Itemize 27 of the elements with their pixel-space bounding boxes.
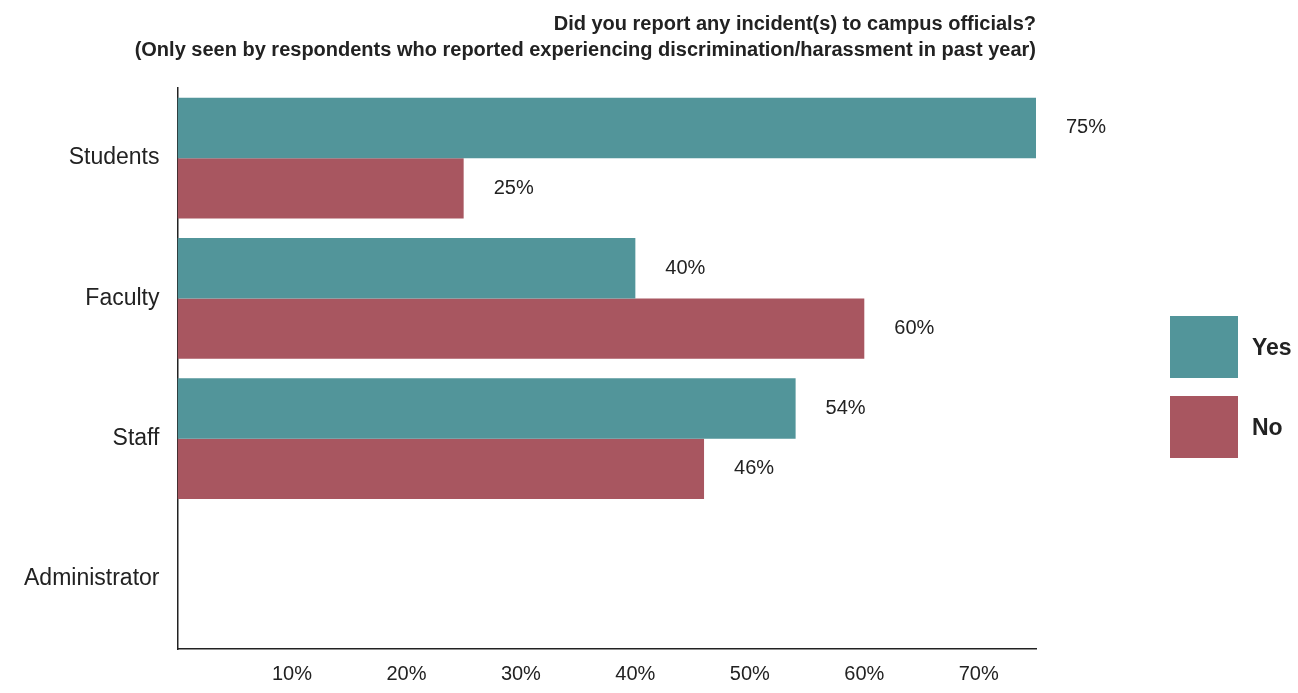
y-tick-label: Administrator [24,564,160,591]
y-tick-label: Students [68,143,160,170]
bar [177,298,865,359]
bar [177,238,636,299]
data-label: 40% [665,255,706,278]
x-tick-label: 40% [615,661,656,684]
bar [177,97,1036,159]
text: Yes [1252,333,1292,361]
x-tick-label: 10% [271,661,313,684]
y-tick-label: Faculty [85,283,160,310]
data-label: 54% [825,395,866,418]
data-label: 46% [734,456,775,479]
x-tick-label: 30% [500,661,542,684]
chart-title: Did you report any incident(s) to campus officials? [553,11,1036,34]
chart-subtitle: (Only seen by respondents who reported experiencing discrimination/harassment in past year) [134,37,1036,60]
x-tick-label: 70% [958,661,999,684]
data-label: 25% [493,175,534,198]
data-label: 75% [1066,115,1107,138]
y-tick-label: Staff [112,423,161,450]
x-tick-label: 20% [386,661,427,684]
x-tick-label: 50% [729,661,771,684]
text: No [1252,413,1283,441]
data-label: 60% [894,316,935,339]
bar [177,378,796,439]
bar [177,158,464,219]
bar [177,438,705,499]
x-tick-label: 60% [844,661,885,684]
